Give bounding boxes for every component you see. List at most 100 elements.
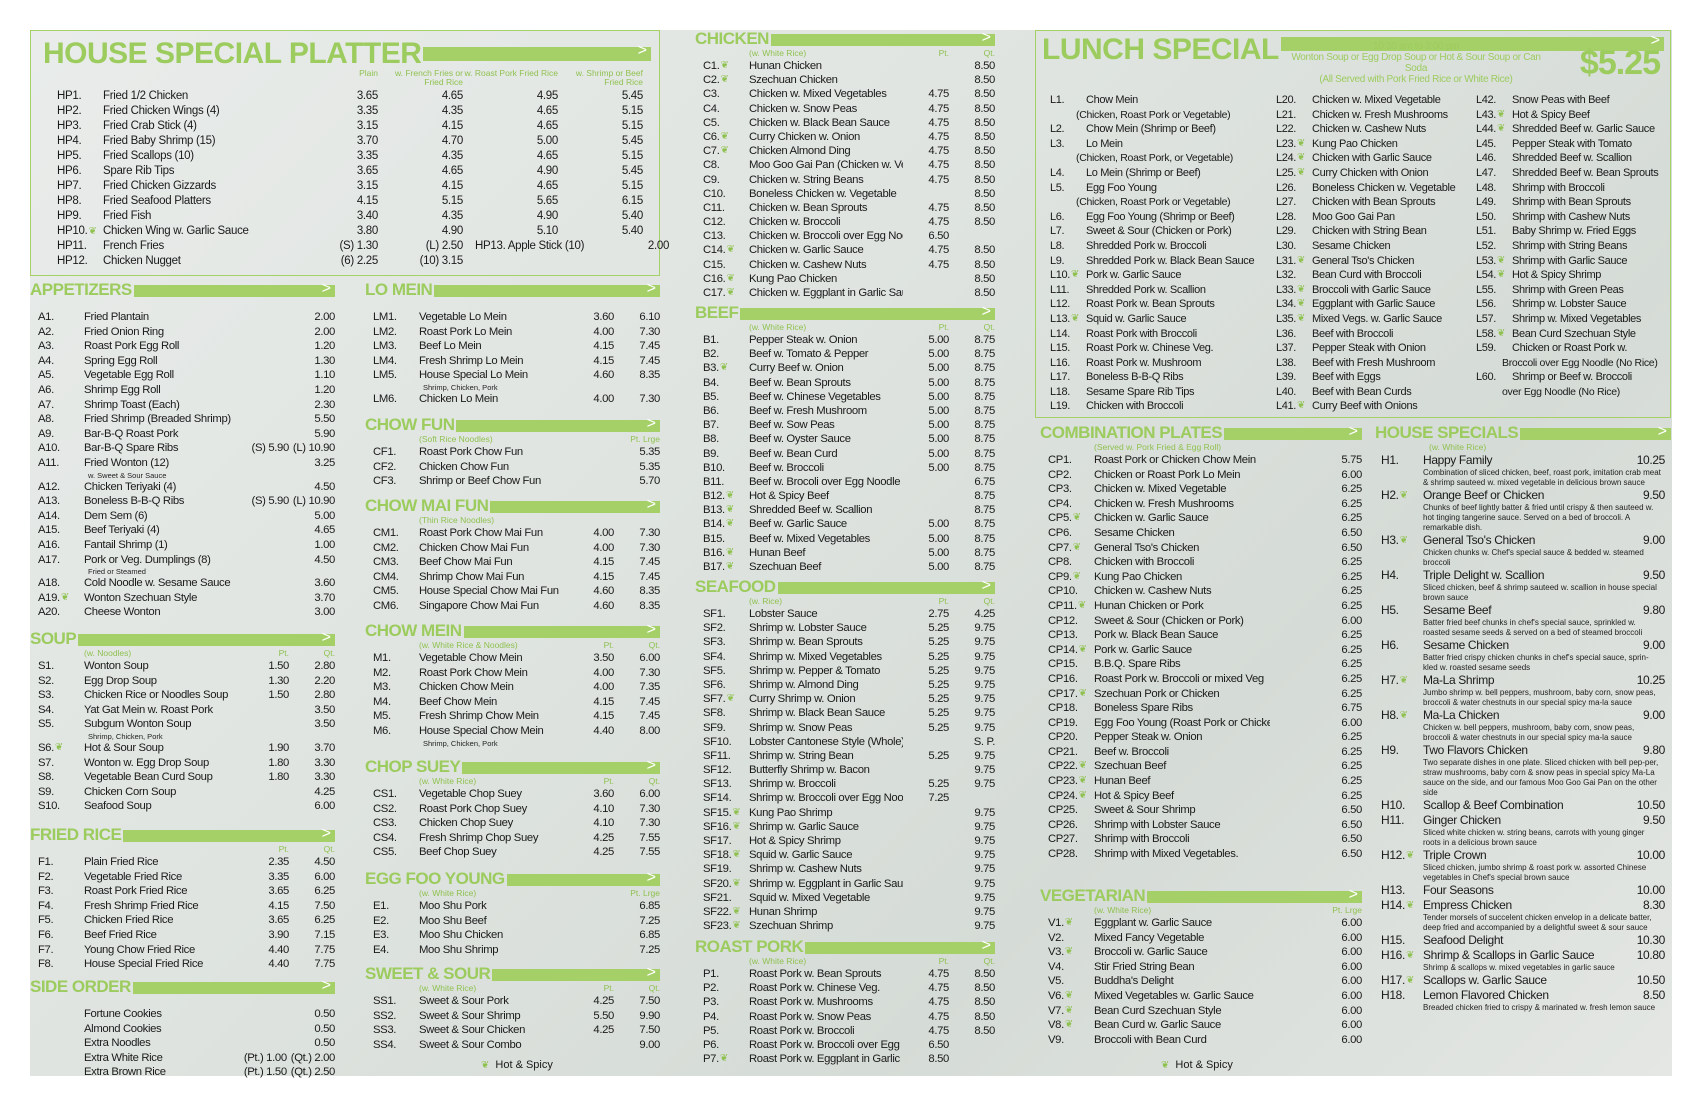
item-price-quart: 8.35 — [639, 369, 660, 382]
item-code-text: HP8. — [57, 195, 82, 207]
column-label: Pt. — [938, 322, 949, 332]
pepper-icon: ❦ — [1399, 490, 1408, 501]
lunch-item: L24. ❦ Chicken with Garlic Sauce — [1276, 151, 1474, 166]
lunch-includes: Wonton Soup or Egg Drop Soup or Hot & So… — [1291, 52, 1541, 74]
item-code: CP9. ❦ — [1040, 570, 1094, 585]
item-name: Vegetable Bean Curd Soup — [84, 771, 213, 784]
chevron-right-icon: > — [646, 496, 656, 513]
section-subheader — [365, 299, 660, 310]
item-code-text: SF19. — [703, 863, 732, 876]
item-code-text: L57. — [1476, 312, 1497, 325]
item-code-text: HP1. — [57, 90, 82, 102]
item-price: 5.15 — [621, 105, 643, 117]
menu-item: C2. ❦ Szechuan Chicken 8.50 — [695, 73, 995, 87]
item-name: Boneless B-B-Q Ribs — [84, 495, 185, 508]
item-code-text: B15. — [703, 532, 725, 545]
menu-item: CM5. House Special Chow Mai Fun 4.60 8.35 — [365, 584, 660, 599]
item-name: Fried Wonton (12) — [84, 456, 169, 469]
lunch-item: L6. Egg Foo Young (Shrimp or Beef) — [1050, 210, 1272, 225]
item-price-quart: 6.50 — [1341, 818, 1362, 831]
pepper-icon: ❦ — [726, 693, 735, 705]
item-code: C7. ❦ — [695, 144, 749, 158]
item-name: Chicken Wing w. Garlic Sauce — [103, 225, 249, 237]
item-code: HP6. — [43, 164, 103, 179]
item-price-pint — [903, 848, 949, 862]
section-header: HOUSE SPECIAL PLATTER > — [43, 37, 651, 69]
item-price-pint: 5.00 — [928, 461, 949, 474]
item-name: Beef with Eggs — [1312, 371, 1381, 384]
item-code-text: C12. — [703, 216, 726, 229]
item-price-quart: 6.25 — [1341, 672, 1362, 685]
item-name: Chicken w. Broccoli over Egg Noodles — [749, 230, 903, 243]
item-price: 5.10 — [536, 225, 558, 237]
item-code-text: A12. — [38, 480, 60, 493]
section-header: COMBINATION PLATES > — [1040, 423, 1362, 442]
item-name: Roast Pork Chow Mai Fun — [419, 527, 543, 539]
item-code-text: SF1. — [703, 608, 726, 620]
item-name: Sweet & Sour (Chicken or Pork) — [1094, 614, 1244, 627]
item-code: SF13. — [695, 777, 749, 791]
section-title: LO MEIN — [365, 280, 433, 299]
item-price-quart: 6.25 — [1341, 789, 1362, 802]
column-label: Pt. — [278, 844, 289, 854]
menu-item: V9. Broccoli with Bean Curd 6.00 — [1040, 1033, 1362, 1048]
item-price-quart: 9.75 — [974, 778, 995, 791]
chevron-right-icon: > — [981, 577, 991, 594]
item-price-quart: 6.25 — [314, 885, 335, 898]
header-bar: > — [490, 496, 660, 513]
item-name: Chicken Chop Suey — [419, 817, 513, 830]
item-name: Bean Curd w. Garlic Sauce — [1094, 1019, 1221, 1032]
item-code-text: F3. — [38, 885, 54, 898]
item-code: SF8. — [695, 706, 749, 720]
menu-item: CF3. Shrimp or Beef Chow Fun 5.70 — [365, 474, 660, 489]
item-code-text: HP2. — [57, 105, 82, 117]
item-code: CM4. — [365, 570, 419, 585]
menu-item: S4. Yat Gat Mein w. Roast Pork 3.50 — [30, 703, 335, 718]
section-side-order: SIDE ORDER > Fortune Cookies 0.50 Almond Coo… — [30, 977, 335, 1080]
item-code-text: L11. — [1050, 283, 1070, 296]
item-code-text: L34. — [1276, 298, 1297, 311]
item-price-quart: 8.50 — [974, 996, 995, 1009]
item-price-pint — [1270, 628, 1316, 643]
item-code: L36. — [1276, 327, 1312, 342]
item-name: Shrimp w. Broccoli over Egg Noodles — [749, 792, 903, 805]
item-code-text: L19. — [1050, 400, 1071, 413]
item-code-text: A9. — [38, 427, 54, 440]
menu-item: C6. ❦ Curry Chicken w. Onion 4.75 8.50 — [695, 130, 995, 144]
menu-item: S10. Seafood Soup 6.00 — [30, 799, 335, 814]
column-label — [614, 299, 660, 310]
item-price-quart: 8.50 — [974, 1024, 995, 1037]
pepper-icon: ❦ — [732, 820, 741, 832]
item-code — [30, 1051, 84, 1066]
item-code-text: CP6. — [1048, 526, 1072, 539]
item-code: L8. — [1050, 239, 1086, 254]
section-subheader: (w. Rice) Pt. Qt. — [695, 596, 995, 607]
section-chow-fun: CHOW FUN > (Soft Rice Noodles) Pt. Lrge CF1.… — [365, 415, 660, 489]
lunch-item: L46. Shredded Beef w. Scallion — [1476, 151, 1670, 166]
item-code-text: C7. — [703, 145, 720, 158]
item-code: SF17. — [695, 834, 749, 848]
item-code-text: CM6. — [373, 599, 399, 612]
item-code: B1. — [695, 333, 749, 347]
lunch-item: L49. Shrimp with Bean Sprouts — [1476, 195, 1670, 210]
lunch-item: L58. ❦ Bean Curd Szechuan Style — [1476, 327, 1670, 342]
menu-item: B4. Beef w. Bean Sprouts 5.00 8.75 — [695, 376, 995, 390]
menu-item: LM3. Beef Lo Mein 4.15 7.45 — [365, 339, 660, 354]
item-code-text: SF7. — [703, 693, 726, 706]
menu-item: A11. Fried Wonton (12) 3.25 — [30, 456, 335, 471]
item-price-quart: 6.00 — [1341, 989, 1362, 1002]
menu-item: C12. Chicken w. Broccoli 4.75 8.50 — [695, 215, 995, 229]
item-code: SS3. — [365, 1023, 419, 1038]
item-name: Shrimp with Mixed Vegetables. — [1094, 848, 1239, 861]
item-code: L37. — [1276, 341, 1312, 356]
item-name: Shredded Beef w. Scallion — [749, 504, 873, 517]
chevron-right-icon: > — [1650, 32, 1660, 49]
platter-item: HP2. Fried Chicken Wings (4) 3.35 4.35 4.65 5… — [43, 104, 651, 119]
item-name: Pork w. Garlic Sauce — [1094, 643, 1192, 656]
item-price-quart: 7.50 — [639, 1024, 660, 1037]
item-code: CF2. — [365, 460, 419, 475]
item-code: HP9. — [43, 209, 103, 224]
item-price-quart: 3.30 — [314, 756, 335, 769]
item-code-text: L40. — [1276, 385, 1297, 398]
item-name: Kung Pao Chicken — [749, 272, 837, 285]
